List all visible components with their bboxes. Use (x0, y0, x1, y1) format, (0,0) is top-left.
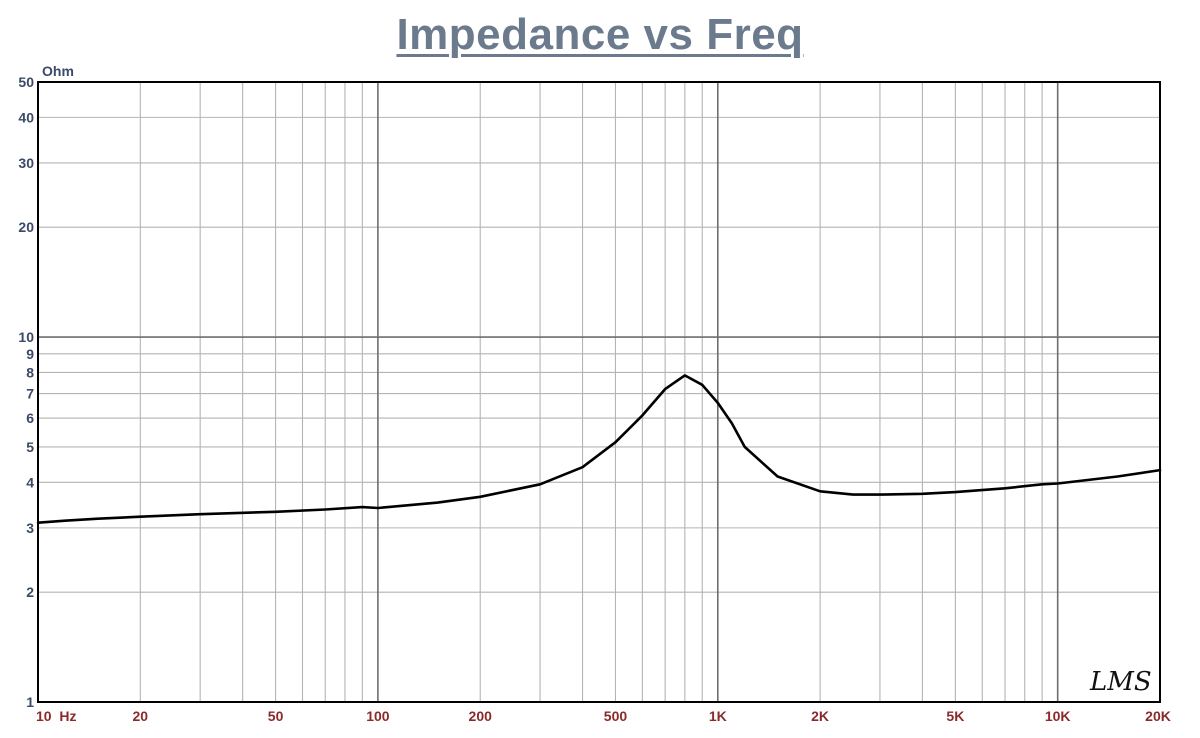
y-tick-label: 6 (26, 410, 34, 426)
y-tick-label: 8 (26, 364, 34, 380)
x-tick-labels: 10 Hz 20 50 100 200 500 1K 2K 5K 10K 20K (36, 708, 1171, 724)
x-tick-label: 50 (268, 708, 284, 724)
y-tick-label: 5 (26, 439, 34, 455)
y-tick-label: 9 (26, 346, 34, 362)
lms-watermark-logo: LMS (1089, 667, 1152, 697)
x-tick-label: 2K (811, 708, 829, 724)
y-tick-label: 3 (26, 520, 34, 536)
plot-frame (37, 81, 1161, 703)
x-tick-label: 500 (604, 708, 628, 724)
y-tick-label: 2 (26, 584, 34, 600)
y-tick-label: 40 (18, 109, 34, 125)
y-axis-label: Ohm (42, 63, 74, 79)
series-layer (36, 374, 1162, 525)
y-tick-label: 20 (18, 219, 34, 235)
chart-title: Impedance vs Freq (396, 10, 804, 59)
x-tick-label: 200 (469, 708, 493, 724)
x-tick-label: 10 Hz (36, 708, 76, 724)
y-tick-labels: 1 2 3 4 5 6 7 8 910 20 30 40 50 (18, 74, 34, 710)
y-tick-label: 10 (18, 329, 34, 345)
y-tick-label: 4 (26, 474, 34, 490)
x-tick-label: 20K (1145, 708, 1171, 724)
x-tick-label: 100 (366, 708, 390, 724)
x-tick-label: 1K (709, 708, 727, 724)
impedance-curve-line (36, 374, 1162, 525)
y-tick-label: 30 (18, 155, 34, 171)
y-tick-label: 50 (18, 74, 34, 90)
minor-gridlines (38, 81, 1161, 702)
y-tick-label: 1 (26, 694, 34, 710)
x-tick-label: 5K (946, 708, 964, 724)
major-gridlines (37, 82, 1160, 703)
x-tick-label: 10K (1045, 708, 1071, 724)
y-tick-label: 7 (26, 386, 34, 402)
x-tick-label: 20 (133, 708, 149, 724)
